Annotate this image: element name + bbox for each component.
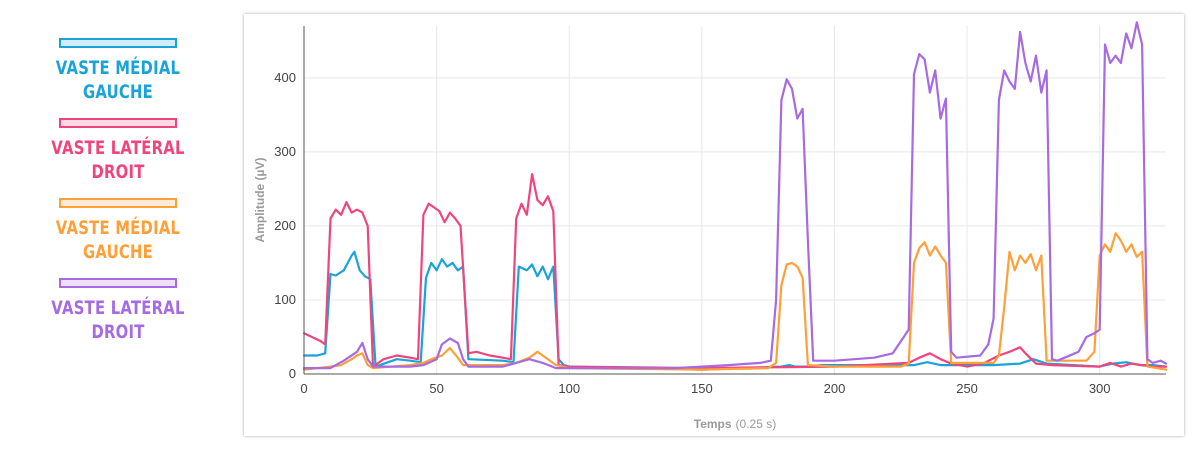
x-tick-label: 300 <box>1089 381 1111 396</box>
series-line-2 <box>302 173 1168 370</box>
x-tick-label: 50 <box>429 381 443 396</box>
legend-label: VASTE MÉDIAL <box>55 57 181 79</box>
y-tick-label: 400 <box>274 70 296 85</box>
legend-label: DROIT <box>91 321 145 343</box>
grid-lines <box>304 26 1166 374</box>
legend-swatch <box>59 278 177 288</box>
y-tick-label: 100 <box>274 292 296 307</box>
legend-item: VASTE LATÉRAL DROIT <box>28 118 208 184</box>
legend-item: VASTE MÉDIAL GAUCHE <box>28 198 208 264</box>
series-line-1 <box>302 250 1168 371</box>
legend-label: GAUCHE <box>82 241 154 263</box>
tick-labels: 0 100 200 300 400 0 50 100 150 200 250 300 <box>274 70 1110 396</box>
legend-swatch <box>59 198 177 208</box>
y-axis-title: Amplitude (µV) <box>253 158 267 243</box>
x-tick-label: 250 <box>956 381 978 396</box>
x-tick-label: 100 <box>558 381 580 396</box>
x-axis-title: Temps (0.25 s) <box>694 417 776 431</box>
y-tick-label: 200 <box>274 218 296 233</box>
x-tick-label: 150 <box>691 381 713 396</box>
legend-swatch <box>59 38 177 48</box>
legend-label: VASTE MÉDIAL <box>55 217 181 239</box>
legend-swatch <box>59 118 177 128</box>
y-tick-label: 0 <box>289 366 296 381</box>
legend-item: VASTE MÉDIAL GAUCHE <box>28 38 208 104</box>
emg-line-chart: 0 100 200 300 400 0 50 100 150 200 250 300 Temps (0.… <box>253 21 1168 431</box>
series-line-3 <box>302 232 1168 371</box>
x-tick-label: 200 <box>824 381 846 396</box>
series-lines <box>302 21 1168 371</box>
legend-label: VASTE LATÉRAL <box>51 297 185 319</box>
chart-frame: 0 100 200 300 400 0 50 100 150 200 250 300 Temps (0.… <box>244 14 1184 436</box>
legend-label: VASTE LATÉRAL <box>51 137 185 159</box>
axes <box>303 26 1166 375</box>
legend-label: DROIT <box>91 161 145 183</box>
x-tick-label: 0 <box>300 381 307 396</box>
y-tick-label: 300 <box>274 144 296 159</box>
legend-label: GAUCHE <box>82 81 154 103</box>
legend-item: VASTE LATÉRAL DROIT <box>28 278 208 344</box>
series-line-4 <box>302 21 1168 370</box>
chart-legend: VASTE MÉDIAL GAUCHE VASTE LATÉRAL DROIT VAST… <box>28 38 208 358</box>
